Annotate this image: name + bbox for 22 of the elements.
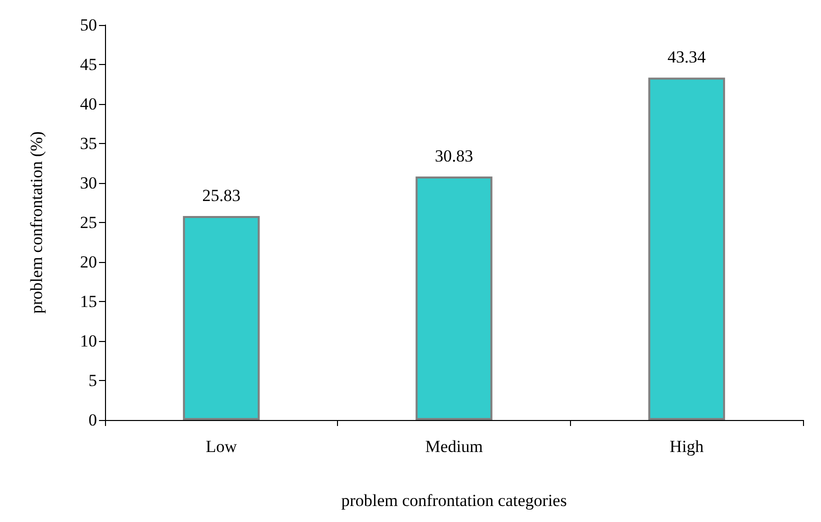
bar <box>416 176 492 420</box>
data-label: 25.83 <box>202 186 240 205</box>
y-tick-label: 0 <box>88 410 97 430</box>
y-tick-label: 5 <box>88 371 97 390</box>
y-axis-title: problem confrontation (%) <box>27 131 46 314</box>
y-tick-label: 15 <box>80 292 97 311</box>
y-tick-label: 35 <box>80 134 97 153</box>
y-tick-label: 20 <box>80 252 97 272</box>
data-label: 30.83 <box>434 146 474 166</box>
x-tick-label: Medium <box>425 437 483 456</box>
y-tick-label: 30 <box>80 174 97 192</box>
x-tick-label: High <box>670 437 704 456</box>
x-tick-label: Low <box>206 437 238 456</box>
x-axis-title: problem confrontation categories <box>341 491 567 510</box>
y-tick-label: 10 <box>80 332 97 350</box>
y-tick-label: 45 <box>80 55 97 74</box>
data-label: 43.34 <box>668 48 706 67</box>
y-tick-label: 40 <box>80 94 97 114</box>
y-tick-label: 50 <box>80 16 97 34</box>
y-tick-label: 25 <box>80 213 97 232</box>
bar <box>182 216 260 420</box>
bar <box>648 78 726 420</box>
